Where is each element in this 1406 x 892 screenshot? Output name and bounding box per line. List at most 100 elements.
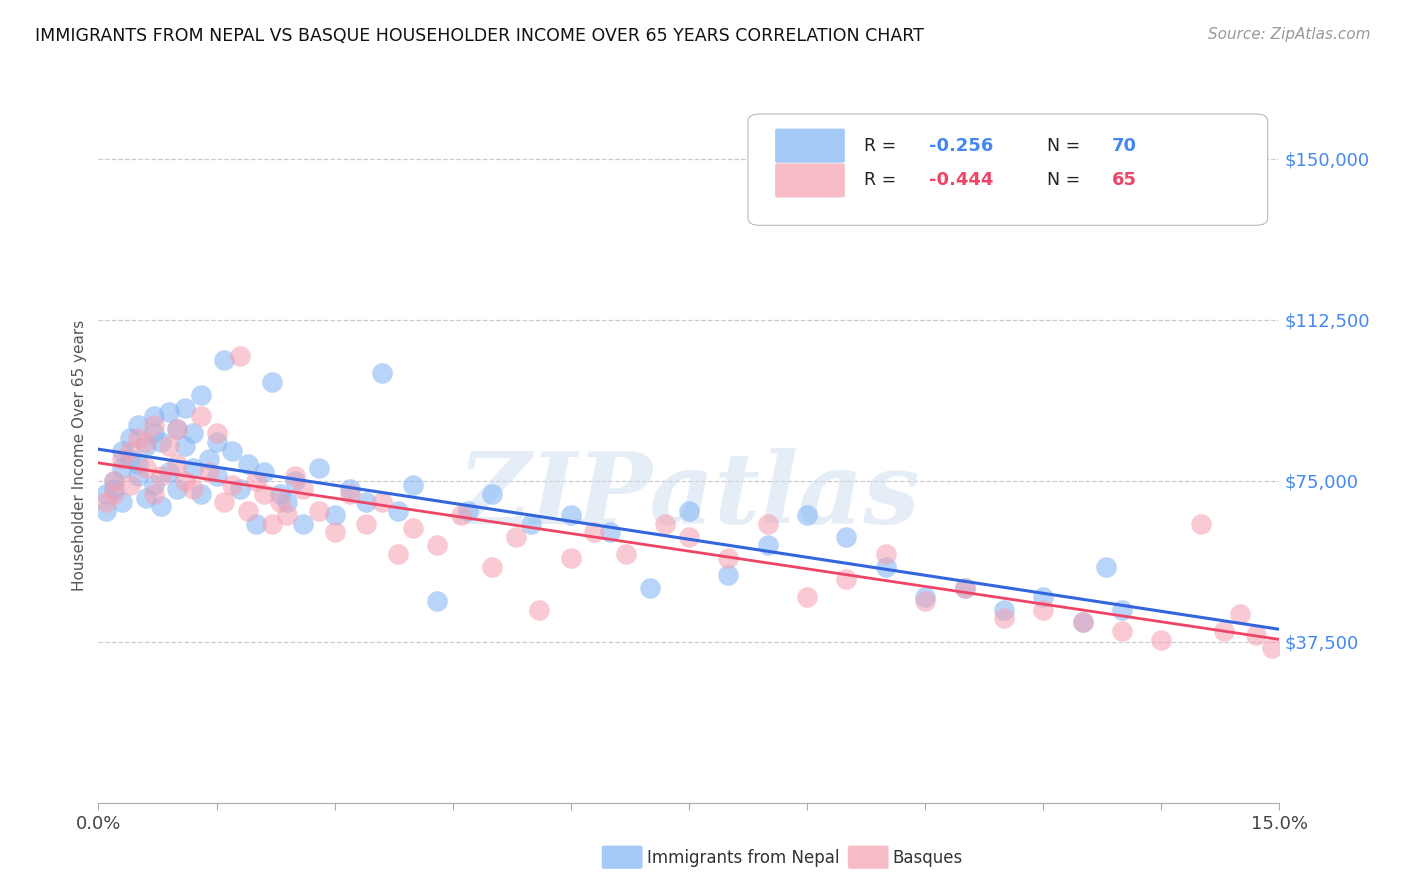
Point bbox=[96, 495, 118, 509]
Point bbox=[135, 439, 157, 453]
Point bbox=[111, 452, 134, 467]
Point bbox=[914, 594, 936, 608]
Point bbox=[835, 529, 858, 543]
Point bbox=[142, 426, 165, 441]
Point bbox=[142, 417, 165, 432]
Point bbox=[583, 525, 606, 540]
Point bbox=[111, 495, 134, 509]
Point bbox=[354, 495, 377, 509]
Point bbox=[96, 504, 118, 518]
Point bbox=[118, 452, 141, 467]
Point bbox=[269, 486, 291, 500]
Point bbox=[387, 504, 409, 518]
Point bbox=[150, 500, 173, 514]
Point bbox=[529, 602, 551, 616]
Point bbox=[221, 478, 243, 492]
Text: R =: R = bbox=[863, 171, 901, 189]
Point bbox=[1032, 602, 1054, 616]
Point bbox=[111, 460, 134, 475]
Point bbox=[111, 443, 134, 458]
Point bbox=[292, 516, 315, 531]
Point bbox=[450, 508, 472, 522]
Point bbox=[354, 516, 377, 531]
Point bbox=[678, 529, 700, 543]
Point bbox=[118, 431, 141, 445]
Point bbox=[214, 495, 236, 509]
Point bbox=[717, 551, 740, 566]
Point bbox=[1095, 559, 1118, 574]
Point bbox=[205, 435, 228, 450]
Point bbox=[756, 516, 779, 531]
Text: IMMIGRANTS FROM NEPAL VS BASQUE HOUSEHOLDER INCOME OVER 65 YEARS CORRELATION CHA: IMMIGRANTS FROM NEPAL VS BASQUE HOUSEHOL… bbox=[35, 27, 924, 45]
Point bbox=[426, 538, 449, 552]
Point bbox=[174, 439, 197, 453]
Point bbox=[292, 483, 315, 497]
Point bbox=[174, 474, 197, 488]
Text: 70: 70 bbox=[1112, 136, 1137, 154]
Point bbox=[953, 581, 976, 595]
Point bbox=[214, 353, 236, 368]
Point bbox=[269, 495, 291, 509]
Point bbox=[560, 551, 582, 566]
Point bbox=[276, 495, 298, 509]
Point bbox=[914, 590, 936, 604]
Point bbox=[402, 478, 425, 492]
Point bbox=[339, 486, 361, 500]
Point bbox=[166, 483, 188, 497]
Text: N =: N = bbox=[1047, 171, 1085, 189]
Point bbox=[260, 375, 283, 389]
Point bbox=[157, 465, 180, 479]
Text: R =: R = bbox=[863, 136, 901, 154]
Point bbox=[142, 409, 165, 424]
Point bbox=[260, 516, 283, 531]
Point bbox=[308, 460, 330, 475]
Point bbox=[284, 474, 307, 488]
Point bbox=[599, 525, 621, 540]
Point bbox=[339, 483, 361, 497]
Point bbox=[181, 460, 204, 475]
Point bbox=[1032, 590, 1054, 604]
Point bbox=[953, 581, 976, 595]
Text: Source: ZipAtlas.com: Source: ZipAtlas.com bbox=[1208, 27, 1371, 42]
Point bbox=[190, 409, 212, 424]
Point bbox=[387, 547, 409, 561]
Point bbox=[1150, 632, 1173, 647]
Point bbox=[118, 443, 141, 458]
Point bbox=[323, 525, 346, 540]
Point bbox=[253, 486, 276, 500]
Point bbox=[181, 426, 204, 441]
Point bbox=[284, 469, 307, 483]
Text: Immigrants from Nepal: Immigrants from Nepal bbox=[647, 849, 839, 867]
Point bbox=[1111, 602, 1133, 616]
Point bbox=[1111, 624, 1133, 638]
Text: -0.256: -0.256 bbox=[929, 136, 993, 154]
Point bbox=[875, 547, 897, 561]
Point bbox=[135, 435, 157, 450]
Point bbox=[308, 504, 330, 518]
Point bbox=[127, 469, 149, 483]
Point bbox=[135, 491, 157, 505]
Point bbox=[638, 581, 661, 595]
Point bbox=[127, 431, 149, 445]
Point bbox=[1260, 641, 1282, 656]
Point bbox=[371, 495, 394, 509]
Point bbox=[993, 602, 1015, 616]
Point bbox=[127, 417, 149, 432]
Point bbox=[756, 538, 779, 552]
Point bbox=[276, 508, 298, 522]
Point bbox=[1213, 624, 1236, 638]
Point bbox=[118, 478, 141, 492]
Point bbox=[560, 508, 582, 522]
Point bbox=[197, 465, 219, 479]
Point bbox=[245, 516, 267, 531]
Point bbox=[229, 349, 252, 363]
Point bbox=[197, 452, 219, 467]
Point bbox=[157, 405, 180, 419]
Point bbox=[875, 559, 897, 574]
Point bbox=[796, 508, 818, 522]
Point bbox=[371, 367, 394, 381]
Text: N =: N = bbox=[1047, 136, 1085, 154]
Point bbox=[103, 474, 125, 488]
Point bbox=[481, 559, 503, 574]
Point bbox=[142, 486, 165, 500]
